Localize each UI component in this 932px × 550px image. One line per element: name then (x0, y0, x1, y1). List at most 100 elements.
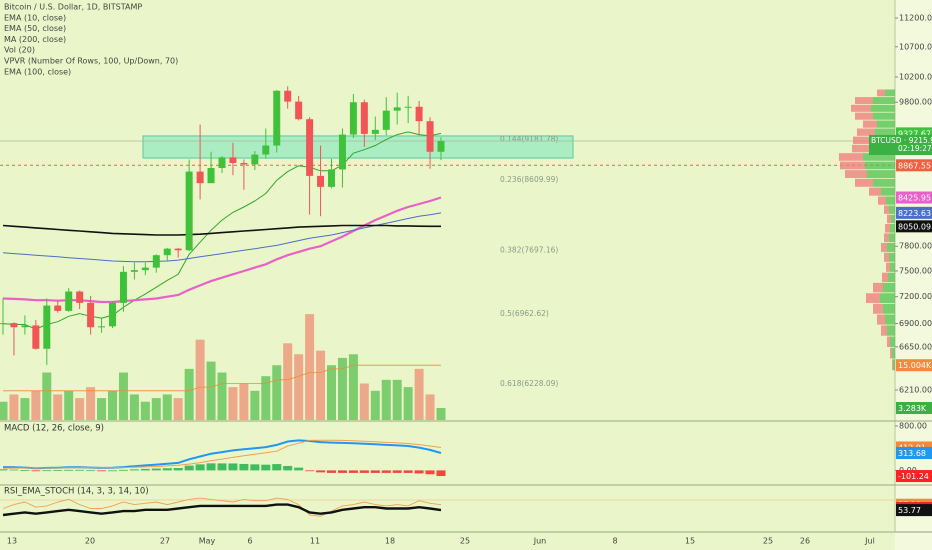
moving-average (2, 131, 442, 330)
candle-body (251, 154, 259, 165)
vpvr-down (884, 233, 889, 243)
x-tick-label: Jul (864, 537, 875, 546)
volume-bar (436, 408, 446, 420)
vpvr-down (886, 262, 890, 272)
volume-bar (392, 379, 402, 420)
y-tick-label: 7200.00 (899, 292, 932, 301)
candle-body (284, 90, 292, 102)
vpvr-down (845, 170, 867, 178)
macd-line (2, 439, 442, 469)
zone (142, 135, 574, 159)
volume-bar (31, 390, 41, 420)
legend-entry: EMA (50, close) (4, 24, 66, 33)
last-price-box (869, 134, 932, 155)
macd-label-box (896, 446, 932, 459)
candle-body (306, 119, 314, 176)
volume-bar (162, 394, 172, 420)
y-tick-label: 7800.00 (899, 242, 932, 251)
volume-bar (348, 354, 358, 420)
rsi-title: RSI_EMA_STOCH (14, 3, 3, 14, 10) (4, 487, 149, 497)
vpvr-up (865, 161, 895, 170)
candle-body (207, 167, 215, 184)
countdown: 02:19:27 (898, 144, 932, 153)
volume-label-box (896, 402, 932, 415)
macd-histogram (195, 464, 205, 471)
macd-histogram (337, 470, 347, 473)
price-label-box (896, 206, 932, 219)
volume-bar (425, 394, 435, 420)
candle-body (360, 102, 368, 134)
vpvr-down (852, 144, 870, 153)
x-tick-label: 20 (85, 537, 95, 546)
x-tick-label: 11 (310, 537, 320, 546)
volume-label: 15.004K (898, 361, 932, 370)
moving-average (2, 196, 442, 304)
x-tick-label: 27 (160, 537, 170, 546)
vpvr-down (887, 214, 891, 224)
candle-body (76, 291, 84, 303)
vpvr-up (877, 120, 895, 128)
macd-histogram (294, 467, 304, 471)
vpvr-down (853, 136, 873, 145)
y-tick-label: 7500.00 (899, 266, 932, 275)
macd-histogram (228, 463, 238, 471)
vpvr-down (866, 293, 880, 303)
volume-bar (217, 372, 227, 420)
vpvr-down (892, 359, 893, 371)
price-label-box (896, 159, 932, 172)
candle-body (152, 255, 160, 268)
price-label: 8425.95 (898, 194, 931, 203)
vpvr-up (893, 359, 895, 371)
volume-bar (370, 390, 380, 420)
volume-bar (228, 387, 238, 420)
candle-body (119, 271, 127, 303)
macd-histogram (250, 464, 260, 471)
y-tick-label: 10700.00 (899, 42, 932, 51)
volume-bar (359, 383, 369, 420)
macd-histogram (31, 470, 41, 472)
volume-bar (195, 339, 205, 420)
candle-body (141, 267, 149, 271)
y-tick-label: 10200.00 (899, 72, 932, 81)
legend-entry: EMA (100, close) (4, 67, 71, 76)
candle-body (196, 171, 204, 184)
macd-histogram (0, 469, 8, 471)
candle-body (404, 106, 412, 108)
macd-histogram (129, 469, 139, 471)
fib-label: 0.382(7697.16) (500, 246, 558, 255)
legend-entry: EMA (10, close) (4, 13, 66, 22)
vpvr-down (855, 97, 873, 105)
legend-entry: Bitcoin / U.S. Dollar, 1D, BITSTAMP (4, 3, 142, 12)
vpvr-up (871, 104, 895, 112)
macd-histogram (436, 470, 446, 477)
candle-body (174, 248, 182, 251)
legend-entry: MA (200, close) (4, 35, 66, 44)
vpvr-up (873, 112, 895, 120)
x-tick-label: 6 (247, 537, 252, 546)
candle-body (437, 140, 445, 152)
volume-bar (381, 379, 391, 420)
macd-histogram (359, 470, 369, 473)
volume-bar (108, 390, 117, 420)
volume-bar (140, 401, 150, 420)
vpvr-down (878, 196, 886, 205)
macd-histogram (20, 470, 30, 471)
volume-bar (272, 365, 282, 420)
candle-body (130, 270, 138, 272)
rsi-line (2, 497, 442, 517)
x-tick-label: 18 (385, 537, 395, 546)
candle-body (87, 302, 95, 328)
x-tick-label: 25 (460, 537, 470, 546)
macd-histogram (392, 470, 402, 473)
macd-histogram (305, 470, 315, 472)
vpvr-up (892, 347, 895, 359)
volume-bar (261, 376, 271, 420)
y-tick-label: 6650.00 (899, 342, 932, 351)
candle-body (371, 129, 379, 134)
vpvr-up (890, 262, 895, 272)
candle-body (229, 157, 237, 164)
macd-histogram (414, 470, 424, 474)
volume-label-box (896, 359, 932, 372)
